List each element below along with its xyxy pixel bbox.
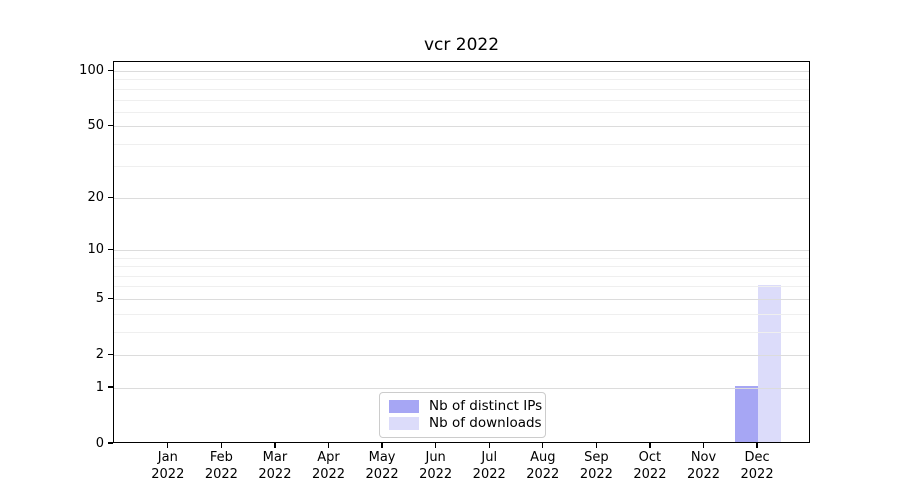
legend: Nb of distinct IPs Nb of downloads	[379, 392, 546, 438]
x-tick-label: Aug 2022	[526, 450, 560, 482]
y-tick-mark	[108, 125, 113, 127]
x-tick-mark	[595, 443, 598, 448]
x-tick-label: Feb 2022	[204, 450, 238, 482]
gridlines-layer	[114, 62, 809, 442]
x-tick-mark	[488, 443, 490, 448]
bars-layer	[114, 62, 809, 442]
gridline-major	[114, 249, 809, 251]
x-tick-label: Jul 2022	[472, 450, 506, 482]
gridline-minor	[114, 266, 809, 268]
x-tick-mark	[327, 443, 330, 448]
y-tick-mark	[108, 353, 113, 356]
x-tick-mark	[542, 443, 544, 448]
x-tick-label: Jun 2022	[419, 450, 453, 482]
x-tick-mark	[274, 443, 276, 448]
y-tick-label: 20	[87, 189, 104, 205]
x-tick-label: Jan 2022	[151, 450, 185, 482]
legend-label-distinct-ips: Nb of distinct IPs	[429, 398, 543, 414]
x-tick-mark	[756, 443, 758, 448]
gridline-minor	[114, 99, 809, 101]
y-tick-label: 1	[95, 379, 104, 395]
y-tick-label: 10	[87, 241, 104, 257]
gridline-minor	[114, 331, 809, 333]
legend-item-downloads: Nb of downloads	[389, 416, 542, 431]
gridline-major	[114, 126, 809, 128]
gridline-major	[114, 71, 809, 73]
y-tick-mark	[108, 386, 113, 388]
x-tick-mark	[220, 443, 223, 448]
gridline-minor	[114, 166, 809, 168]
gridline-minor	[114, 257, 809, 259]
legend-item-distinct-ips: Nb of distinct IPs	[389, 399, 542, 414]
gridline-minor	[114, 88, 809, 90]
x-tick-mark	[434, 443, 437, 448]
gridline-minor	[114, 79, 809, 81]
chart-title: vcr 2022	[423, 35, 500, 55]
gridline-major	[114, 354, 809, 356]
x-tick-label: Nov 2022	[686, 450, 721, 482]
y-tick-label: 5	[95, 290, 104, 306]
x-tick-mark	[167, 443, 169, 448]
bar-distinct-ips	[735, 386, 759, 442]
x-tick-label: Apr 2022	[311, 450, 346, 482]
y-tick-label: 0	[95, 435, 104, 451]
bar-downloads	[758, 284, 782, 442]
x-tick-label: Dec 2022	[740, 450, 774, 482]
x-tick-mark	[381, 443, 383, 448]
x-tick-label: Sep 2022	[579, 450, 613, 482]
y-tick-mark	[108, 196, 113, 198]
gridline-major	[114, 387, 809, 389]
gridline-minor	[114, 275, 809, 277]
x-tick-label: May 2022	[365, 450, 399, 482]
y-tick-mark	[108, 297, 113, 300]
gridline-minor	[114, 111, 809, 113]
y-tick-label: 100	[79, 63, 104, 79]
y-tick-mark	[108, 442, 113, 444]
x-tick-mark	[702, 443, 705, 448]
gridline-minor	[114, 313, 809, 315]
gridline-major	[114, 298, 809, 300]
gridline-major	[114, 197, 809, 199]
legend-swatch-downloads	[389, 417, 419, 430]
x-tick-mark	[649, 443, 651, 448]
x-tick-label: Mar 2022	[258, 450, 292, 482]
y-tick-mark	[108, 248, 113, 251]
gridline-minor	[114, 286, 809, 288]
y-tick-label: 2	[95, 346, 104, 362]
x-tick-label: Oct 2022	[633, 450, 667, 482]
gridline-minor	[114, 143, 809, 145]
legend-swatch-distinct-ips	[389, 400, 419, 413]
plot-area: Nb of distinct IPs Nb of downloads	[113, 61, 810, 443]
y-tick-mark	[108, 69, 113, 72]
y-tick-label: 50	[87, 118, 104, 134]
legend-label-downloads: Nb of downloads	[429, 415, 542, 431]
